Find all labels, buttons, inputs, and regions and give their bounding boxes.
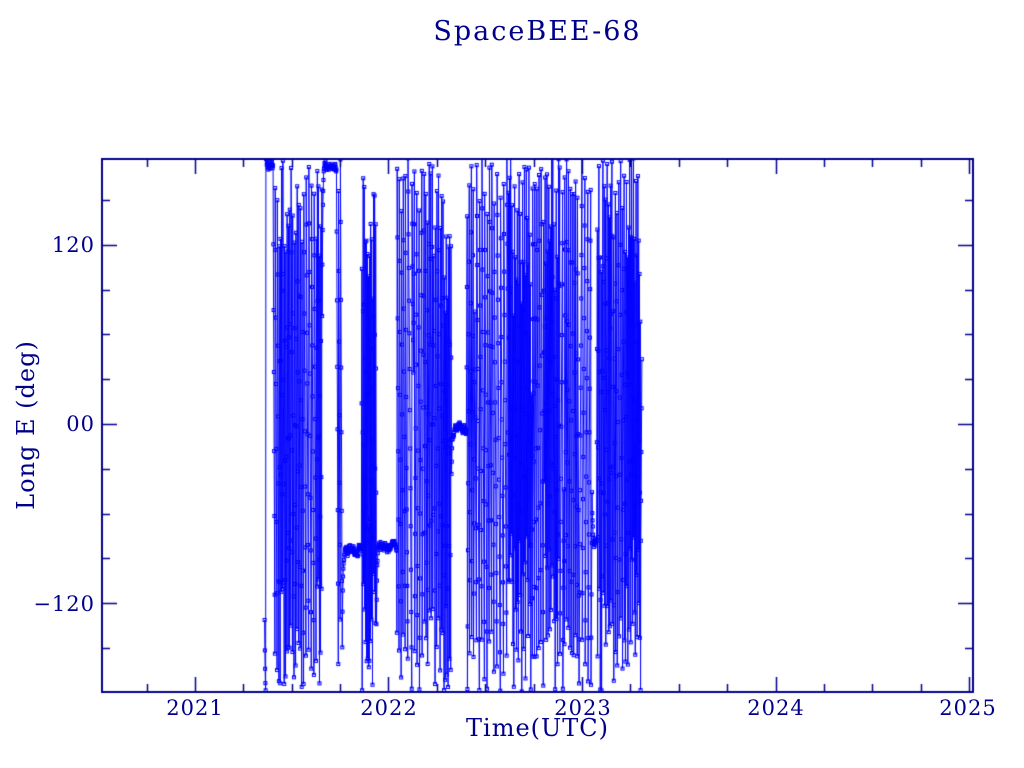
x-tick-label-2024: 2024 bbox=[747, 696, 805, 720]
y-tick-label-120: 120 bbox=[51, 233, 95, 257]
y-tick-label-minus-120: −120 bbox=[33, 592, 95, 616]
chart-title: SpaceBEE-68 bbox=[433, 16, 642, 47]
y-tick-label-0: 00 bbox=[66, 412, 95, 436]
x-tick-label-2021: 2021 bbox=[166, 696, 224, 720]
x-tick-label-2023: 2023 bbox=[554, 696, 612, 720]
x-tick-label-2025: 2025 bbox=[939, 696, 997, 720]
x-tick-label-2022: 2022 bbox=[360, 696, 418, 720]
x-axis-title: Time(UTC) bbox=[466, 714, 609, 742]
